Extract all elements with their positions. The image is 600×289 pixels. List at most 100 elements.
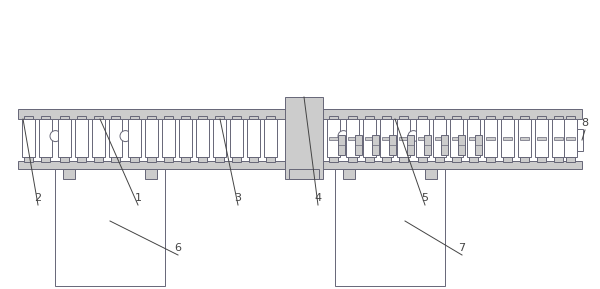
Text: 1: 1 [134,193,142,203]
Bar [552,119,565,157]
Bar [289,169,319,179]
Bar [60,116,69,119]
Bar [452,116,461,119]
Bar [520,157,529,162]
Bar [63,169,75,179]
Bar [232,116,241,119]
Bar [537,116,546,119]
Bar [554,137,563,140]
Circle shape [50,131,61,142]
Bar [196,119,209,157]
Bar [501,119,514,157]
Bar [41,116,50,119]
Bar [24,157,33,162]
Bar [94,157,103,162]
Bar [435,137,444,140]
Bar [407,135,414,155]
Bar [355,135,362,155]
Bar [198,116,207,119]
Bar [249,116,258,119]
Bar [58,119,71,157]
Bar [145,119,158,157]
Bar [230,119,243,157]
Bar [486,137,495,140]
Bar [232,157,241,162]
Bar [327,119,340,157]
Bar [389,135,396,155]
Bar [164,116,173,119]
Bar [564,119,577,157]
Bar [348,116,357,119]
Bar [425,169,437,179]
Bar [162,119,175,157]
Bar [128,119,141,157]
Bar [130,157,139,162]
Bar [520,116,529,119]
Bar [371,135,379,155]
Bar [520,137,529,140]
Bar [365,116,374,119]
Bar [266,116,275,119]
Bar [213,119,226,157]
Bar [577,129,583,151]
Bar [418,157,427,162]
Bar [399,157,408,162]
Bar [346,119,359,157]
Text: 2: 2 [34,193,41,203]
Bar [469,116,478,119]
Bar [416,119,429,157]
Bar [348,137,357,140]
Bar [554,116,563,119]
Bar [249,157,258,162]
Bar [329,137,338,140]
Bar [215,157,224,162]
Bar [181,157,190,162]
Bar [440,135,448,155]
Bar [109,119,122,157]
Bar [363,119,376,157]
Bar [518,119,531,157]
Bar [486,116,495,119]
Bar [467,119,480,157]
Bar [382,157,391,162]
Bar [418,116,427,119]
Bar [92,119,105,157]
Bar [130,116,139,119]
Bar [554,157,563,162]
Bar [452,137,461,140]
Bar [433,119,446,157]
Bar [22,119,35,157]
Bar [435,157,444,162]
Bar [418,137,427,140]
Bar [380,119,393,157]
Bar [365,157,374,162]
Bar [264,119,277,157]
Bar [503,137,512,140]
Text: 4: 4 [314,193,322,203]
Circle shape [408,131,419,142]
Bar [535,119,548,157]
Bar [198,157,207,162]
Bar [343,169,355,179]
Bar [397,119,410,157]
Bar [329,157,338,162]
Bar [469,137,478,140]
Bar [77,116,86,119]
Bar [266,157,275,162]
Bar [365,137,374,140]
Bar [537,157,546,162]
Circle shape [338,131,349,142]
Bar [145,169,157,179]
Bar [566,137,575,140]
Bar [60,157,69,162]
Bar [435,116,444,119]
Bar [399,116,408,119]
Text: 6: 6 [175,243,182,253]
Bar [452,157,461,162]
Bar [215,116,224,119]
Bar [77,157,86,162]
Bar [337,135,345,155]
Bar [382,137,391,140]
Text: 5: 5 [421,193,428,203]
Bar [18,161,582,169]
